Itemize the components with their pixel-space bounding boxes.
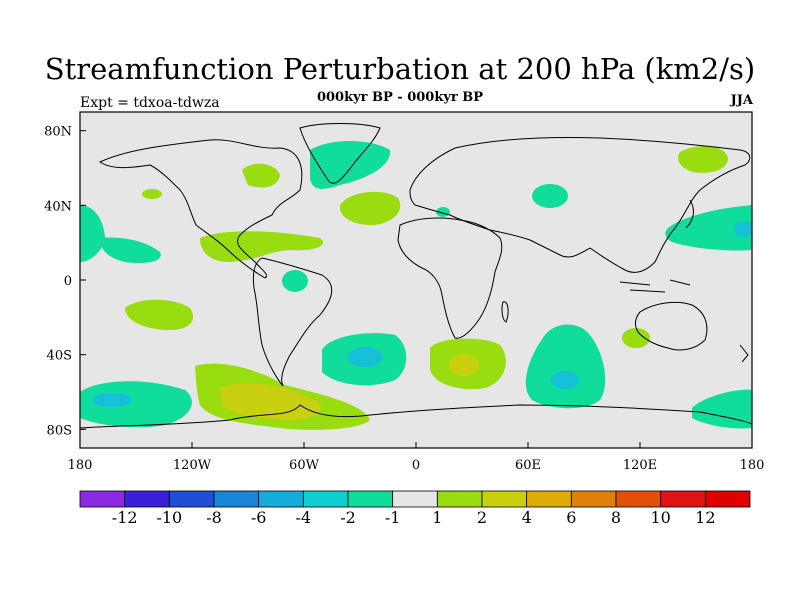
anomaly-northwest-pacific — [665, 205, 752, 251]
colorbar-labels: -12 -10 -8 -6 -4 -2 -1 1 2 4 6 8 10 12 — [112, 508, 716, 527]
colorbar-swatch — [213, 490, 260, 508]
anomaly-northeast-asia — [678, 146, 728, 173]
colorbar-label: 12 — [695, 508, 715, 527]
x-tick-label: 0 — [412, 458, 420, 473]
coast-eurasia — [409, 136, 751, 273]
y-tick-label: 80N — [44, 125, 72, 140]
colorbar-swatch — [570, 490, 617, 508]
colorbar-swatch — [258, 490, 304, 508]
colorbar-swatch — [481, 490, 528, 508]
y-tick-label: 40N — [44, 199, 72, 214]
colorbar-swatch — [615, 490, 662, 508]
anomaly-australia — [622, 328, 650, 348]
x-axis: 180 120W 60W 0 60E 120E 180 — [68, 442, 765, 473]
anomaly-south-pacific — [80, 381, 192, 428]
anomaly-north-atlantic — [339, 191, 401, 226]
coast-australia — [635, 301, 708, 351]
coast-new-zealand — [739, 344, 749, 363]
colorbar-label: -12 — [112, 508, 138, 527]
colorbar-label: -4 — [296, 508, 312, 527]
coast-indonesia — [619, 279, 691, 293]
anomaly-south-pacific-core — [92, 393, 132, 407]
y-tick-label: 80S — [47, 423, 72, 438]
x-tick-label: 120W — [173, 458, 212, 473]
colorbar-label: -1 — [385, 508, 401, 527]
coastlines — [80, 123, 752, 429]
colorbar-label: 4 — [522, 508, 532, 527]
colorbar-swatch — [436, 490, 483, 508]
colorbar-label: -8 — [206, 508, 222, 527]
x-tick-label: 180 — [68, 458, 93, 473]
colorbar-label: 10 — [650, 508, 670, 527]
anomaly-south-indian — [525, 324, 606, 409]
colorbar-label: 8 — [611, 508, 621, 527]
x-tick-label: 180 — [740, 458, 765, 473]
anomaly-caribbean — [200, 231, 324, 262]
chart-title: Streamfunction Perturbation at 200 hPa (… — [44, 52, 756, 86]
anomaly-subtropical-pacific — [100, 237, 161, 264]
anomaly-northeast-pacific — [80, 205, 105, 262]
anomaly-south-indian-core — [551, 371, 579, 389]
anomaly-northwest-pacific-core — [734, 221, 752, 237]
colorbar-label: -10 — [156, 508, 182, 527]
x-tick-label: 60E — [515, 458, 541, 473]
colorbar — [79, 490, 751, 508]
colorbar-label: 1 — [432, 508, 442, 527]
colorbar-swatch — [124, 490, 170, 508]
colorbar-swatch — [526, 490, 572, 508]
anomaly-equatorial-atlantic — [282, 270, 308, 292]
coast-north-america — [98, 139, 303, 279]
x-tick-label: 60W — [289, 458, 320, 473]
colorbar-label: 6 — [566, 508, 576, 527]
coast-south-america — [252, 257, 333, 387]
anomaly-south-africa-core — [449, 354, 479, 376]
y-axis: 80N 40N 0 40S 80S — [44, 125, 86, 438]
anomaly-fields — [80, 141, 752, 430]
colorbar-swatch — [660, 490, 706, 508]
anomaly-south-atlantic-core — [348, 347, 382, 367]
colorbar-swatch — [392, 490, 438, 508]
map-background — [80, 112, 752, 448]
coast-japan — [685, 199, 694, 229]
y-tick-label: 0 — [64, 274, 72, 289]
anomaly-tropical-south-pacific — [125, 299, 194, 330]
colorbar-swatch — [347, 490, 394, 508]
coast-madagascar — [501, 301, 509, 323]
anomaly-central-asia — [532, 184, 568, 208]
anomaly-southwest-pacific — [692, 389, 752, 429]
colorbar-label: -2 — [340, 508, 356, 527]
colorbar-swatch — [704, 490, 751, 508]
y-tick-label: 40S — [47, 349, 72, 364]
coast-greenland — [299, 123, 381, 184]
colorbar-label: -6 — [251, 508, 267, 527]
anomaly-amundsen-core — [220, 383, 322, 420]
anomaly-hudson-bay — [242, 163, 280, 188]
anomaly-north-pacific-small — [142, 189, 162, 199]
anomaly-greenland — [310, 141, 391, 189]
chart-subtitle: 000kyr BP - 000kyr BP — [316, 90, 484, 105]
colorbar-label: 2 — [477, 508, 487, 527]
colorbar-swatch — [79, 490, 126, 508]
season-label: JJA — [730, 93, 753, 108]
coast-antarctica — [80, 404, 752, 429]
colorbar-swatch — [302, 490, 349, 508]
x-tick-label: 120E — [623, 458, 657, 473]
coast-africa — [397, 217, 503, 339]
colorbar-swatch — [168, 490, 215, 508]
experiment-label: Expt = tdxoa-tdwza — [80, 95, 220, 111]
